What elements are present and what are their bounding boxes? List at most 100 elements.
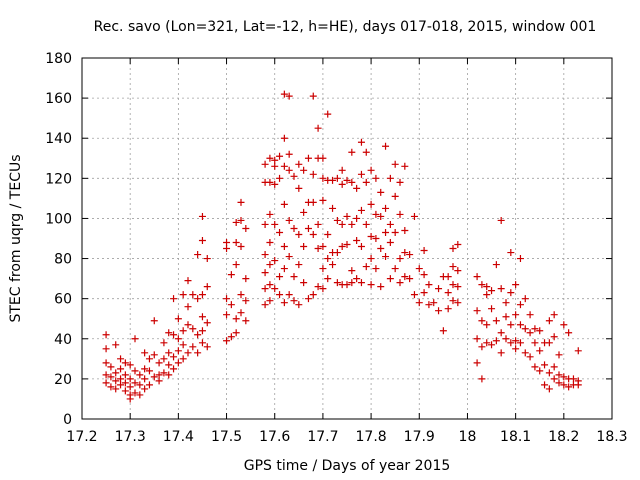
data-point xyxy=(179,341,187,349)
data-point xyxy=(117,375,125,383)
data-point xyxy=(545,317,553,325)
x-tick-label: 17.7 xyxy=(307,429,338,445)
data-point xyxy=(285,216,293,224)
data-point xyxy=(521,295,529,303)
data-point xyxy=(362,178,370,186)
data-point xyxy=(550,375,558,383)
data-point xyxy=(174,347,182,355)
data-point xyxy=(266,239,274,247)
data-point xyxy=(121,371,129,379)
data-point xyxy=(512,345,520,353)
data-point xyxy=(319,196,327,204)
data-point xyxy=(285,92,293,100)
data-point xyxy=(449,281,457,289)
data-point xyxy=(478,317,486,325)
data-point xyxy=(329,204,337,212)
data-point xyxy=(295,184,303,192)
data-point xyxy=(314,124,322,132)
data-point xyxy=(492,337,500,345)
data-point xyxy=(314,220,322,228)
data-point xyxy=(160,339,168,347)
data-point xyxy=(276,174,284,182)
data-point xyxy=(353,275,361,283)
data-point xyxy=(112,377,120,385)
data-point xyxy=(526,329,534,337)
data-point xyxy=(521,349,529,357)
data-point xyxy=(155,377,163,385)
data-point xyxy=(391,160,399,168)
data-point xyxy=(198,212,206,220)
data-point xyxy=(415,265,423,273)
data-point xyxy=(333,279,341,287)
data-point xyxy=(170,331,178,339)
data-point xyxy=(488,341,496,349)
data-point xyxy=(194,349,202,357)
y-tick-label: 120 xyxy=(45,171,72,187)
data-point xyxy=(396,279,404,287)
data-point xyxy=(382,228,390,236)
data-point xyxy=(165,329,173,337)
data-point xyxy=(295,230,303,238)
data-point xyxy=(348,220,356,228)
data-point xyxy=(117,355,125,363)
data-point xyxy=(300,166,308,174)
data-point xyxy=(266,178,274,186)
data-point xyxy=(198,237,206,245)
data-point xyxy=(131,335,139,343)
data-point xyxy=(290,224,298,232)
data-point xyxy=(131,367,139,375)
data-point xyxy=(439,327,447,335)
data-point xyxy=(121,379,129,387)
data-point xyxy=(435,285,443,293)
data-point xyxy=(329,261,337,269)
data-point xyxy=(126,383,134,391)
data-point xyxy=(107,363,115,371)
data-point xyxy=(502,335,510,343)
data-point xyxy=(338,243,346,251)
data-point xyxy=(271,220,279,228)
data-point xyxy=(194,331,202,339)
data-point xyxy=(454,299,462,307)
data-point xyxy=(174,335,182,343)
data-point xyxy=(280,162,288,170)
data-point xyxy=(555,379,563,387)
data-point xyxy=(512,281,520,289)
data-point xyxy=(300,243,308,251)
data-point xyxy=(420,247,428,255)
data-point xyxy=(444,289,452,297)
data-point xyxy=(574,381,582,389)
data-point xyxy=(555,371,563,379)
x-tick-label: 18.2 xyxy=(548,429,579,445)
data-point xyxy=(348,148,356,156)
data-point xyxy=(203,343,211,351)
data-point xyxy=(232,239,240,247)
data-point xyxy=(401,249,409,257)
data-point xyxy=(507,321,515,329)
data-point xyxy=(444,305,452,313)
data-point xyxy=(266,261,274,269)
y-tick-label: 140 xyxy=(45,131,72,147)
data-point xyxy=(319,154,327,162)
data-point xyxy=(155,359,163,367)
data-point xyxy=(333,216,341,224)
data-point xyxy=(309,230,317,238)
data-point xyxy=(372,265,380,273)
data-point xyxy=(141,375,149,383)
data-point xyxy=(266,297,274,305)
data-point xyxy=(223,295,231,303)
data-point xyxy=(483,283,491,291)
data-point xyxy=(478,343,486,351)
data-point xyxy=(324,110,332,118)
data-point xyxy=(280,200,288,208)
data-point xyxy=(353,184,361,192)
data-point xyxy=(319,285,327,293)
data-point xyxy=(396,178,404,186)
data-point xyxy=(367,232,375,240)
data-point xyxy=(343,212,351,220)
data-point xyxy=(141,349,149,357)
data-point xyxy=(223,337,231,345)
data-point xyxy=(276,291,284,299)
data-point xyxy=(227,301,235,309)
data-point xyxy=(198,291,206,299)
data-point xyxy=(261,285,269,293)
